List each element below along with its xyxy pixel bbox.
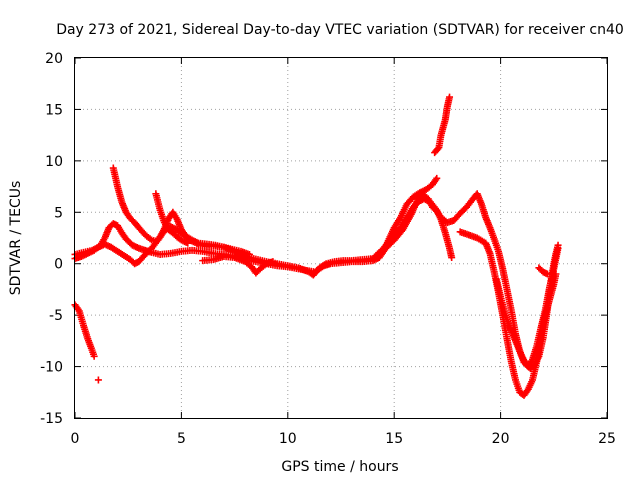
y-axis-label: SDTVAR / TECUs: [8, 181, 24, 296]
y-tick-label: -10: [40, 360, 63, 376]
x-tick-label: 15: [385, 431, 403, 447]
x-tick-label: 0: [71, 431, 80, 447]
y-tick-label: 15: [45, 102, 63, 118]
data-point: [434, 145, 442, 153]
data-point: [90, 352, 98, 360]
data-point: [94, 376, 102, 384]
data-point: [554, 241, 562, 249]
x-tick-label: 5: [177, 431, 186, 447]
y-tick-label: 20: [45, 51, 63, 67]
y-tick-label: 0: [54, 257, 63, 273]
data-point: [448, 254, 456, 262]
data-point: [446, 93, 454, 101]
y-tick-label: 10: [45, 154, 63, 170]
data-point: [269, 258, 277, 266]
y-tick-label: -5: [49, 308, 63, 324]
data-points: [71, 93, 562, 399]
data-point: [245, 250, 253, 258]
y-tick-label: 5: [54, 205, 63, 221]
y-tick-label: -15: [40, 411, 63, 427]
plot-frame: [74, 57, 608, 419]
data-point: [433, 174, 441, 182]
data-point: [184, 239, 192, 247]
x-tick-label: 20: [492, 431, 510, 447]
x-axis-label: GPS time / hours: [281, 459, 398, 475]
data-point: [543, 270, 551, 278]
x-tick-label: 25: [598, 431, 616, 447]
chart-title: Day 273 of 2021, Sidereal Day-to-day VTE…: [56, 22, 624, 38]
x-tick-label: 10: [279, 431, 297, 447]
